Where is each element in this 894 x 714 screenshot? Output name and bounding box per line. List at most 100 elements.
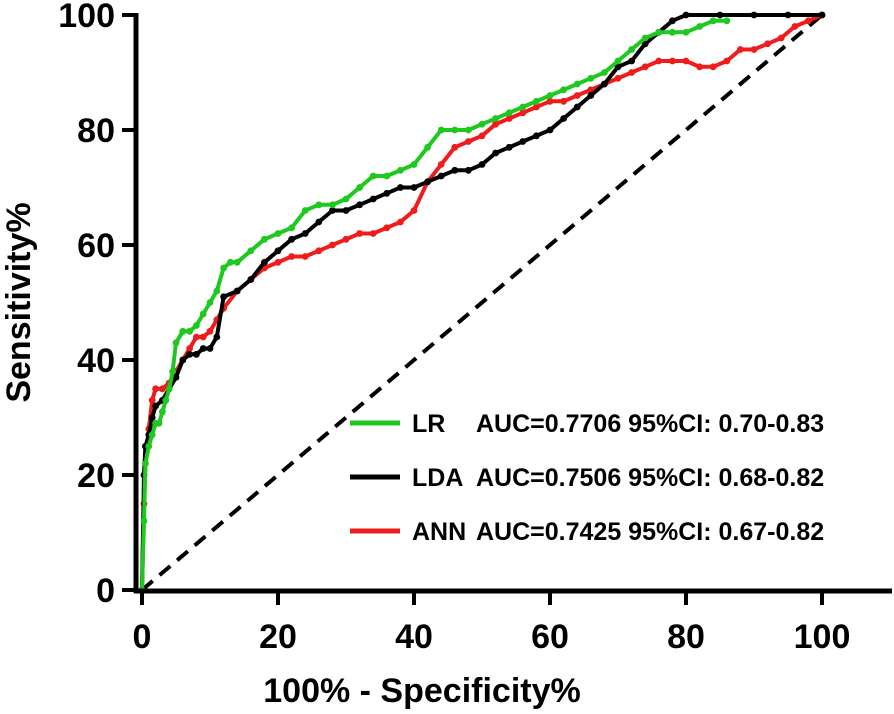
data-point-lr — [145, 442, 153, 450]
data-point-lda — [505, 143, 513, 151]
data-point-ann — [342, 235, 350, 243]
y-axis-title: Sensitivity% — [0, 202, 38, 402]
x-ticks: 0 20 40 60 80 100 — [133, 591, 851, 656]
data-point-ann — [791, 23, 799, 30]
data-point-lr — [709, 17, 717, 25]
data-point-lr — [199, 310, 207, 318]
legend: LR AUC=0.7706 95%CI: 0.70-0.83 LDA AUC=0… — [350, 410, 824, 546]
data-point-ann — [315, 247, 323, 255]
data-point-lr — [233, 258, 241, 266]
data-point-lda — [784, 11, 792, 19]
data-point-lr — [301, 207, 309, 214]
data-point-lr — [356, 184, 363, 191]
data-point-lda — [172, 373, 180, 381]
data-point-lr — [451, 126, 459, 134]
data-point-ann — [301, 253, 309, 260]
data-point-lr — [601, 69, 608, 76]
data-point-ann — [274, 258, 282, 266]
data-point-lda — [560, 115, 567, 122]
data-point-lda — [179, 356, 187, 364]
legend-auc-ann: AUC=0.7425 95%CI: 0.67-0.82 — [476, 518, 824, 546]
data-point-lda — [274, 247, 282, 255]
data-point-ann — [288, 253, 295, 260]
legend-auc-lda: AUC=0.7506 95%CI: 0.68-0.82 — [476, 464, 824, 492]
data-point-lr — [179, 327, 187, 335]
data-point-lda — [818, 11, 826, 19]
data-point-ann — [478, 132, 486, 140]
data-point-lda — [315, 218, 323, 226]
data-point-lda — [206, 345, 214, 352]
data-point-lr — [165, 385, 173, 393]
data-point-lr — [329, 201, 336, 209]
data-point-lda — [261, 258, 268, 266]
data-point-lda — [716, 11, 724, 19]
y-tick-label: 0 — [96, 572, 115, 610]
data-point-lda — [546, 126, 554, 134]
x-tick-label: 40 — [395, 618, 433, 656]
data-point-lr — [169, 368, 177, 375]
data-point-ann — [533, 103, 540, 111]
data-point-ann — [669, 57, 676, 65]
data-point-lr — [682, 28, 690, 36]
data-point-lr — [519, 103, 527, 111]
data-point-ann — [329, 241, 336, 249]
y-tick-label: 20 — [77, 457, 115, 495]
data-point-lda — [301, 230, 309, 237]
data-point-lr — [655, 28, 663, 36]
data-point-ann — [750, 46, 758, 53]
series-line-lr — [140, 18, 729, 592]
data-point-ann — [655, 57, 663, 65]
data-point-lda — [186, 350, 194, 358]
data-point-lr — [492, 115, 499, 122]
series-layer — [138, 11, 826, 594]
data-point-lda — [424, 178, 431, 186]
data-point-lr — [410, 161, 418, 168]
data-point-lda — [356, 201, 363, 209]
data-point-lda — [397, 184, 404, 191]
data-point-lr — [560, 86, 567, 94]
data-point-lda — [369, 195, 377, 203]
data-point-lr — [628, 46, 635, 53]
data-point-lr — [206, 299, 214, 306]
data-point-lda — [288, 235, 295, 243]
data-point-ann — [369, 230, 377, 237]
data-point-lda — [628, 57, 635, 65]
data-point-lr — [641, 34, 649, 42]
data-point-ann — [193, 333, 200, 341]
reference-diagonal-line — [140, 13, 824, 592]
x-tick-label: 100 — [794, 618, 851, 656]
data-point-ann — [560, 97, 567, 105]
data-point-lr — [140, 517, 148, 525]
data-point-ann — [546, 97, 554, 105]
x-tick-label: 0 — [133, 618, 152, 656]
data-point-lr — [383, 172, 391, 180]
data-point-lr — [274, 230, 282, 237]
data-point-lr — [424, 143, 431, 151]
data-point-ann — [152, 385, 160, 393]
data-point-ann — [628, 69, 635, 76]
data-point-lda — [342, 207, 350, 214]
y-ticks: 0 20 40 60 80 100 — [58, 0, 136, 610]
y-tick-label: 40 — [77, 342, 115, 380]
data-point-lr — [155, 419, 163, 427]
data-point-lda — [641, 40, 649, 48]
data-point-lda — [193, 350, 200, 358]
data-point-lr — [573, 80, 581, 88]
y-tick-label: 100 — [58, 0, 115, 35]
legend-name-lda: LDA — [412, 464, 463, 492]
data-point-lda — [329, 207, 336, 214]
data-point-lr — [193, 322, 200, 329]
data-point-lr — [162, 396, 170, 404]
x-tick-label: 20 — [259, 618, 297, 656]
data-point-ann — [723, 57, 731, 65]
data-point-lr — [142, 460, 149, 467]
legend-name-ann: ANN — [412, 518, 466, 546]
data-point-lr — [465, 126, 472, 134]
data-point-ann — [805, 17, 812, 25]
data-point-lda — [465, 166, 472, 174]
data-point-lr — [186, 327, 194, 335]
data-point-lda — [614, 63, 622, 71]
data-point-lr — [213, 287, 221, 295]
data-point-ann — [641, 63, 649, 71]
